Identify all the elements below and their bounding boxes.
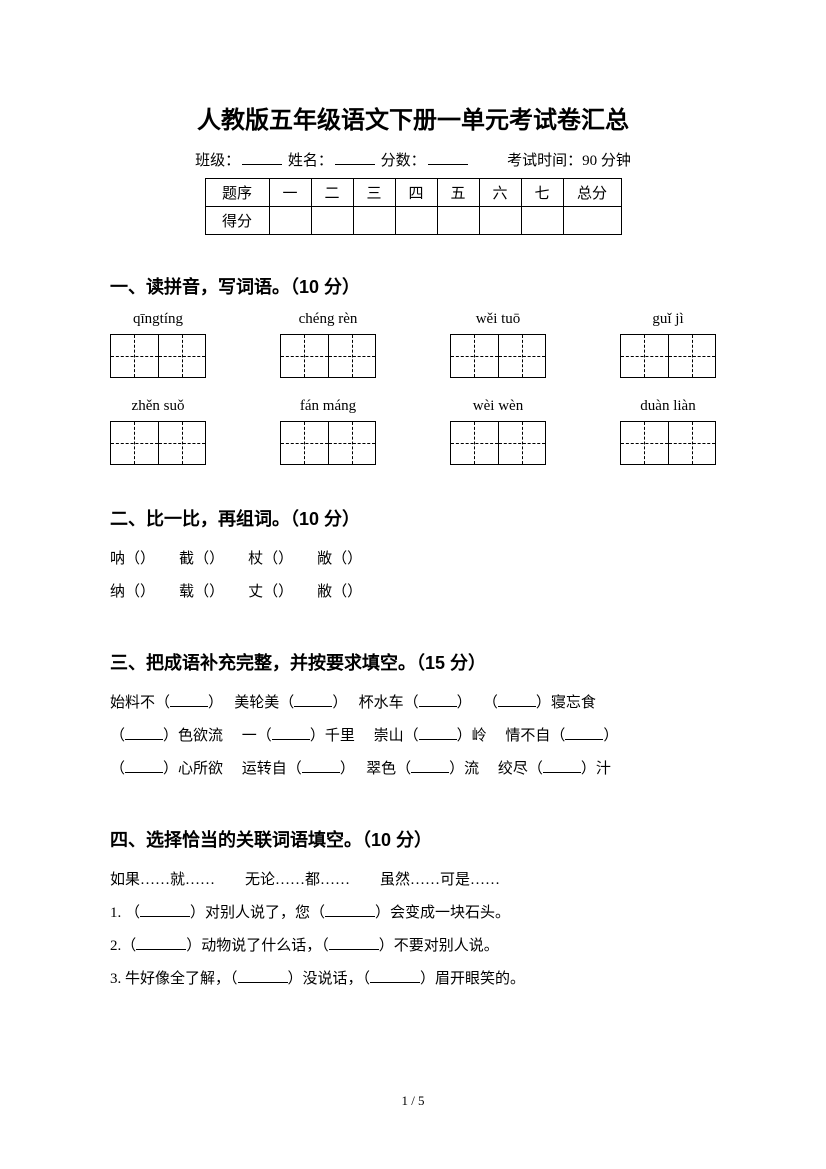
- pinyin-item: guǐ jì: [620, 311, 716, 378]
- word-item: 呐（）: [110, 543, 155, 576]
- pinyin-row-2: zhěn suǒ fán máng wèi wèn duàn liàn: [110, 398, 716, 465]
- meta-line: 班级： 姓名： 分数： 考试时间：90 分钟: [110, 149, 716, 170]
- pinyin-item: wěi tuō: [450, 311, 546, 378]
- section-2-heading: 二、比一比，再组词。（10 分）: [110, 505, 716, 531]
- answer-blank[interactable]: [238, 982, 288, 983]
- pinyin-item: duàn liàn: [620, 398, 716, 465]
- pinyin-text: chéng rèn: [280, 311, 376, 328]
- answer-blank[interactable]: [125, 739, 163, 740]
- answer-blank[interactable]: [419, 706, 457, 707]
- tianzige-box[interactable]: [110, 421, 206, 465]
- pinyin-row-1: qīngtíng chéng rèn wěi tuō guǐ jì: [110, 311, 716, 378]
- answer-blank[interactable]: [411, 772, 449, 773]
- score-cell[interactable]: [395, 207, 437, 235]
- pinyin-item: wèi wèn: [450, 398, 546, 465]
- answer-blank[interactable]: [419, 739, 457, 740]
- col-header: 三: [353, 179, 395, 207]
- total-cell[interactable]: [563, 207, 621, 235]
- sec4-q1: 1. （）对别人说了，您（）会变成一块石头。: [110, 897, 716, 930]
- tianzige-box[interactable]: [620, 334, 716, 378]
- word-item: 截（）: [179, 543, 224, 576]
- pinyin-text: wěi tuō: [450, 311, 546, 328]
- section-1-heading: 一、读拼音，写词语。（10 分）: [110, 273, 716, 299]
- total-header: 总分: [563, 179, 621, 207]
- word-item: 纳（）: [110, 576, 155, 609]
- answer-blank[interactable]: [325, 916, 375, 917]
- score-cell[interactable]: [353, 207, 395, 235]
- word-item: 敞（）: [317, 543, 362, 576]
- row-header: 题序: [205, 179, 269, 207]
- score-cell[interactable]: [269, 207, 311, 235]
- word-item: 丈（）: [248, 576, 293, 609]
- col-header: 一: [269, 179, 311, 207]
- time-label: 考试时间：90 分钟: [507, 153, 631, 169]
- class-label: 班级：: [195, 153, 240, 169]
- sec4-q2: 2.（）动物说了什么话，（）不要对别人说。: [110, 930, 716, 963]
- tianzige-box[interactable]: [450, 421, 546, 465]
- sec3-line-2: （）色欲流 一（）千里 崇山（）岭 情不自（）: [110, 720, 716, 753]
- answer-blank[interactable]: [170, 706, 208, 707]
- sec3-line-3: （）心所欲 运转自（） 翠色（）流 绞尽（）汁: [110, 753, 716, 786]
- table-row: 题序 一 二 三 四 五 六 七 总分: [205, 179, 621, 207]
- answer-blank[interactable]: [370, 982, 420, 983]
- col-header: 四: [395, 179, 437, 207]
- class-blank[interactable]: [242, 150, 282, 165]
- sec3-line-1: 始料不（） 美轮美（） 杯水车（） （）寝忘食: [110, 687, 716, 720]
- name-blank[interactable]: [335, 150, 375, 165]
- document-title: 人教版五年级语文下册一单元考试卷汇总: [110, 100, 716, 135]
- pinyin-item: chéng rèn: [280, 311, 376, 378]
- tianzige-box[interactable]: [110, 334, 206, 378]
- answer-blank[interactable]: [498, 706, 536, 707]
- col-header: 五: [437, 179, 479, 207]
- pinyin-text: fán máng: [280, 398, 376, 415]
- score-cell[interactable]: [311, 207, 353, 235]
- page-number: 1 / 5: [0, 1093, 826, 1109]
- answer-blank[interactable]: [140, 916, 190, 917]
- tianzige-box[interactable]: [280, 421, 376, 465]
- sec2-row-2: 纳（） 载（） 丈（） 敝（）: [110, 576, 716, 609]
- tianzige-box[interactable]: [620, 421, 716, 465]
- sec2-row-1: 呐（） 截（） 杖（） 敞（）: [110, 543, 716, 576]
- section-4-heading: 四、选择恰当的关联词语填空。（10 分）: [110, 826, 716, 852]
- col-header: 六: [479, 179, 521, 207]
- answer-blank[interactable]: [136, 949, 186, 950]
- pinyin-text: wèi wèn: [450, 398, 546, 415]
- sec4-options: 如果……就…… 无论……都…… 虽然……可是……: [110, 864, 716, 897]
- word-item: 敝（）: [317, 576, 362, 609]
- col-header: 二: [311, 179, 353, 207]
- answer-blank[interactable]: [125, 772, 163, 773]
- word-item: 杖（）: [248, 543, 293, 576]
- col-header: 七: [521, 179, 563, 207]
- score-cell[interactable]: [437, 207, 479, 235]
- section-3-heading: 三、把成语补充完整，并按要求填空。（15 分）: [110, 649, 716, 675]
- word-item: 载（）: [179, 576, 224, 609]
- pinyin-text: qīngtíng: [110, 311, 206, 328]
- score-table: 题序 一 二 三 四 五 六 七 总分 得分: [205, 178, 622, 235]
- score-label: 分数：: [381, 153, 426, 169]
- pinyin-item: qīngtíng: [110, 311, 206, 378]
- answer-blank[interactable]: [272, 739, 310, 740]
- tianzige-box[interactable]: [450, 334, 546, 378]
- answer-blank[interactable]: [543, 772, 581, 773]
- pinyin-text: zhěn suǒ: [110, 398, 206, 415]
- tianzige-box[interactable]: [280, 334, 376, 378]
- pinyin-item: fán máng: [280, 398, 376, 465]
- answer-blank[interactable]: [302, 772, 340, 773]
- score-cell[interactable]: [521, 207, 563, 235]
- answer-blank[interactable]: [294, 706, 332, 707]
- sec4-q3: 3. 牛好像全了解，（）没说话，（）眉开眼笑的。: [110, 963, 716, 996]
- name-label: 姓名：: [288, 153, 333, 169]
- pinyin-text: duàn liàn: [620, 398, 716, 415]
- row-header: 得分: [205, 207, 269, 235]
- score-cell[interactable]: [479, 207, 521, 235]
- answer-blank[interactable]: [565, 739, 603, 740]
- answer-blank[interactable]: [329, 949, 379, 950]
- pinyin-item: zhěn suǒ: [110, 398, 206, 465]
- pinyin-text: guǐ jì: [620, 311, 716, 328]
- table-row: 得分: [205, 207, 621, 235]
- score-blank[interactable]: [428, 150, 468, 165]
